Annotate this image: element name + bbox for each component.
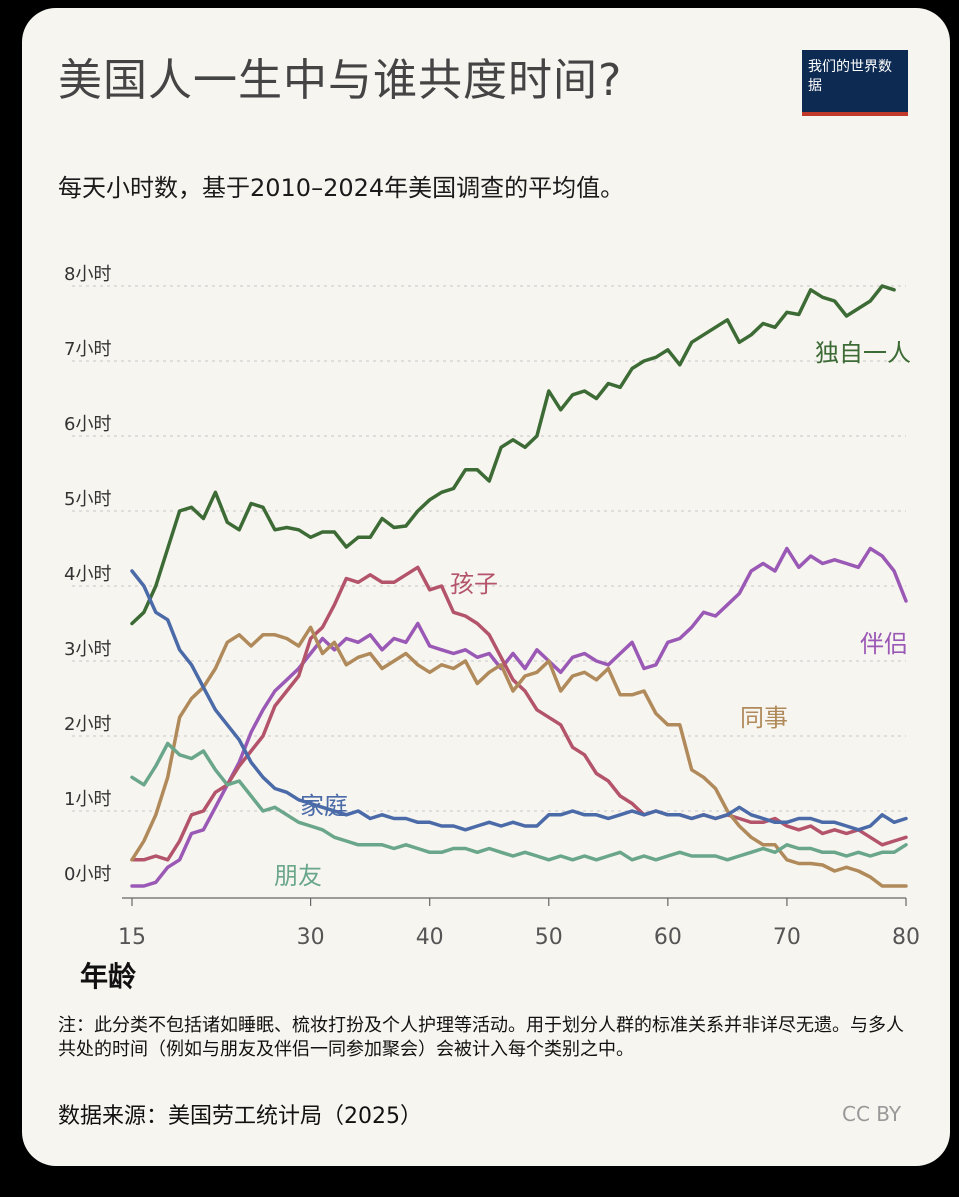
- y-tick-label: 8小时: [64, 264, 111, 285]
- series-line: [130, 741, 908, 862]
- data-source: 数据来源：美国劳工统计局（2025）: [58, 1104, 422, 1129]
- footnote: 注：此分类不包括诸如睡眠、梳妆打扮及个人护理等活动。用于划分人群的标准关系并非详…: [58, 1015, 904, 1060]
- x-tick-label: 70: [773, 925, 801, 950]
- line-chart: 0小时 1小时 2小时 3小时 4小时 5小时 6小时 7小时 8小时 15 30 40 50 60 70 8…: [64, 264, 920, 993]
- license-badge[interactable]: CC BY: [842, 1102, 902, 1126]
- series-line: [130, 284, 896, 626]
- chart-subtitle: 每天小时数，基于2010–2024年美国调查的平均值。: [58, 174, 625, 202]
- series-label: 伴侣: [860, 630, 908, 658]
- x-tick-label: 60: [654, 925, 682, 950]
- y-tick-label: 5小时: [64, 489, 111, 510]
- y-tick-label: 1小时: [64, 789, 111, 810]
- series-line: [130, 565, 908, 862]
- chart-card: 美国人一生中与谁共度时间? 我们的世界数据 每天小时数，基于2010–2024年…: [22, 8, 950, 1166]
- y-tick-label: 3小时: [64, 639, 111, 660]
- x-tick-label: 80: [892, 925, 920, 950]
- series-line: [130, 546, 908, 888]
- series-label: 独自一人: [815, 339, 911, 367]
- x-tick-label: 15: [118, 925, 146, 950]
- x-tick-label: 30: [297, 925, 325, 950]
- x-axis-label: 年龄: [80, 960, 137, 993]
- y-tick-label: 4小时: [64, 564, 111, 585]
- y-tick-label: 0小时: [64, 864, 111, 885]
- series-label: 孩子: [450, 570, 498, 598]
- y-tick-label: 6小时: [64, 414, 111, 435]
- series-label: 同事: [740, 704, 788, 732]
- y-tick-label: 2小时: [64, 714, 111, 735]
- series-line: [130, 625, 908, 888]
- brand-logo[interactable]: 我们的世界数据: [802, 50, 908, 116]
- x-tick-label: 40: [416, 925, 444, 950]
- chart-title: 美国人一生中与谁共度时间?: [58, 55, 623, 106]
- x-tick-label: 50: [535, 925, 563, 950]
- y-tick-label: 7小时: [64, 339, 111, 360]
- series-label: 家庭: [300, 792, 348, 820]
- series-label: 朋友: [274, 862, 322, 890]
- series-line: [130, 569, 908, 832]
